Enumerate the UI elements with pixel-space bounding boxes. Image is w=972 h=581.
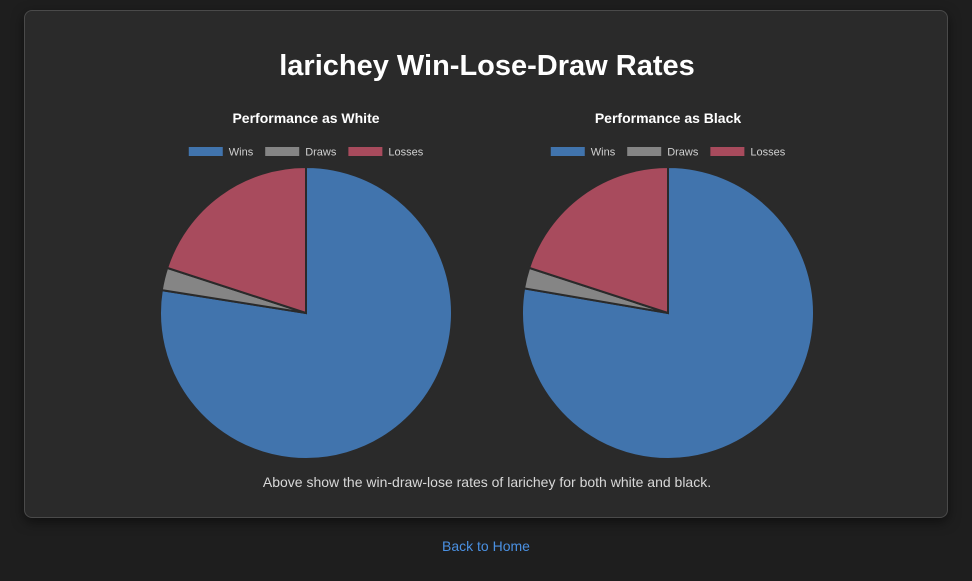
chart-card: larichey Win-Lose-Draw Rates Performance… bbox=[24, 10, 948, 518]
legend-label-draws: Draws bbox=[305, 147, 337, 159]
chart-title: Performance as White bbox=[232, 110, 379, 126]
legend-swatch-losses bbox=[348, 147, 383, 156]
legend-item-losses[interactable]: Losses bbox=[348, 147, 424, 159]
chart-title: Performance as Black bbox=[595, 110, 742, 126]
legend-label-losses: Losses bbox=[388, 147, 423, 159]
legend-swatch-draws bbox=[265, 147, 300, 156]
back-to-home-link[interactable]: Back to Home bbox=[442, 538, 530, 554]
white-performance-chart: Performance as White Wins Draws Losses bbox=[146, 93, 466, 473]
page-title: larichey Win-Lose-Draw Rates bbox=[279, 50, 695, 82]
chart-caption: Above show the win-draw-lose rates of la… bbox=[262, 474, 712, 490]
black-performance-chart: Performance as Black Wins Draws Losses bbox=[508, 93, 828, 473]
legend-item-wins[interactable]: Wins bbox=[550, 147, 616, 159]
legend-label-wins: Wins bbox=[591, 147, 616, 159]
legend-swatch-draws bbox=[627, 147, 662, 156]
legend-label-wins: Wins bbox=[229, 147, 254, 159]
pie-slice-losses[interactable] bbox=[165, 165, 307, 315]
legend-swatch-wins bbox=[550, 147, 585, 156]
legend-swatch-wins bbox=[188, 147, 223, 156]
pie-slice-losses[interactable] bbox=[527, 165, 669, 315]
legend-item-losses[interactable]: Losses bbox=[710, 147, 786, 159]
legend-label-losses: Losses bbox=[750, 147, 785, 159]
legend-swatch-losses bbox=[710, 147, 745, 156]
legend-label-draws: Draws bbox=[667, 147, 699, 159]
white-pie-svg: Performance as White Wins Draws Losses bbox=[159, 110, 453, 460]
black-pie-svg: Performance as Black Wins Draws Losses bbox=[521, 110, 815, 460]
legend-item-wins[interactable]: Wins bbox=[188, 147, 254, 159]
legend-item-draws[interactable]: Draws bbox=[265, 147, 337, 159]
legend-item-draws[interactable]: Draws bbox=[627, 147, 699, 159]
